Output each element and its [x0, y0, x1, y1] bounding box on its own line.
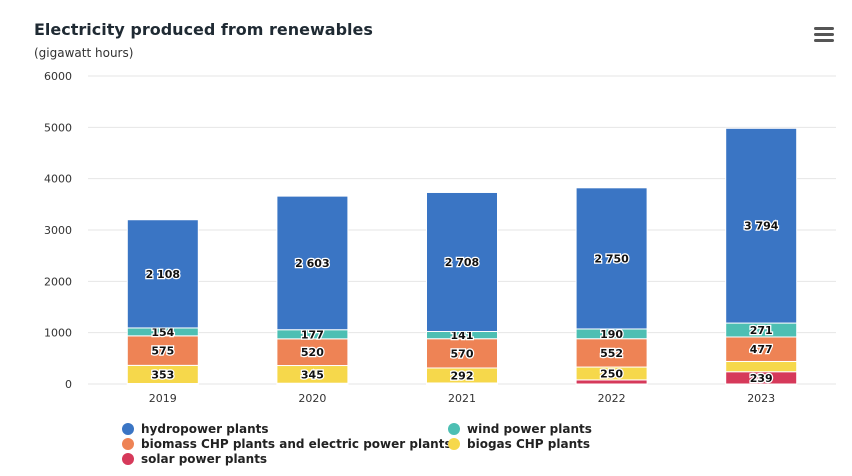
bar-segment-biomass [725, 336, 798, 362]
chart-subtitle: (gigawatt hours) [34, 46, 134, 60]
legend-label-wind: wind power plants [467, 422, 592, 436]
data-label-wind: 177 [301, 328, 324, 341]
menu-bar [814, 39, 834, 42]
x-tick-label: 2022 [598, 392, 626, 405]
data-label-hydro: 2 603 [295, 257, 329, 270]
y-tick-label: 6000 [44, 70, 72, 83]
legend-label-hydro: hydropower plants [141, 422, 269, 436]
menu-bar [814, 33, 834, 36]
y-tick-label: 2000 [44, 275, 72, 288]
bar-segment-hydro [725, 127, 798, 324]
data-label-hydro: 2 108 [146, 268, 180, 281]
y-tick-label: 4000 [44, 173, 72, 186]
bar-segment-biomass [126, 335, 199, 366]
x-tick-label: 2021 [448, 392, 476, 405]
bar-segment-biomass [575, 338, 648, 368]
legend-item-biogas[interactable]: biogas CHP plants [448, 437, 590, 451]
legend-item-biomass[interactable]: biomass CHP plants and electric power pl… [122, 437, 452, 451]
data-label-wind: 271 [750, 324, 773, 337]
legend-label-biogas: biogas CHP plants [467, 437, 590, 451]
data-label-hydro: 2 708 [445, 256, 479, 269]
x-tick-label: 2019 [149, 392, 177, 405]
y-tick-label: 5000 [44, 121, 72, 134]
data-label-hydro: 3 794 [744, 220, 779, 233]
x-tick-label: 2020 [298, 392, 326, 405]
bar-segment-solar [575, 379, 648, 385]
data-label-solar: 239 [750, 372, 773, 385]
data-label-wind: 190 [600, 328, 623, 341]
data-label-biomass: 520 [301, 346, 324, 359]
bar-segment-hydro [126, 219, 199, 329]
legend-item-wind[interactable]: wind power plants [448, 422, 592, 436]
legend-dot-biomass [122, 438, 134, 450]
legend-dot-biogas [448, 438, 460, 450]
legend-label-biomass: biomass CHP plants and electric power pl… [141, 437, 452, 451]
data-label-biomass: 552 [600, 347, 623, 360]
data-label-hydro: 2 750 [594, 252, 629, 265]
y-tick-label: 1000 [44, 327, 72, 340]
data-label-biogas: 292 [451, 369, 474, 382]
data-label-biogas: 250 [600, 367, 623, 380]
bar-segment-hydro [276, 195, 349, 331]
chart-title: Electricity produced from renewables [34, 20, 373, 39]
hamburger-menu-icon[interactable] [812, 24, 836, 44]
legend-dot-solar [122, 453, 134, 465]
data-label-biogas: 353 [151, 368, 174, 381]
y-tick-label: 0 [65, 378, 72, 391]
y-tick-label: 3000 [44, 224, 72, 237]
data-label-wind: 154 [151, 326, 174, 339]
data-label-biomass: 575 [151, 345, 174, 358]
bar-segment-hydro [426, 191, 498, 332]
bar-segment-biomass [276, 338, 349, 367]
legend-item-solar[interactable]: solar power plants [122, 452, 267, 466]
menu-bar [814, 27, 834, 30]
bar-segment-hydro [575, 187, 648, 330]
bar-segment-biogas [725, 360, 798, 373]
data-label-biomass: 477 [750, 343, 773, 356]
legend-item-hydro[interactable]: hydropower plants [122, 422, 269, 436]
legend-dot-wind [448, 423, 460, 435]
data-label-biomass: 570 [451, 347, 474, 360]
legend-dot-hydro [122, 423, 134, 435]
legend-label-solar: solar power plants [141, 452, 268, 466]
data-label-biogas: 345 [301, 368, 324, 381]
x-tick-label: 2023 [747, 392, 775, 405]
bar-segment-biomass [426, 338, 498, 369]
